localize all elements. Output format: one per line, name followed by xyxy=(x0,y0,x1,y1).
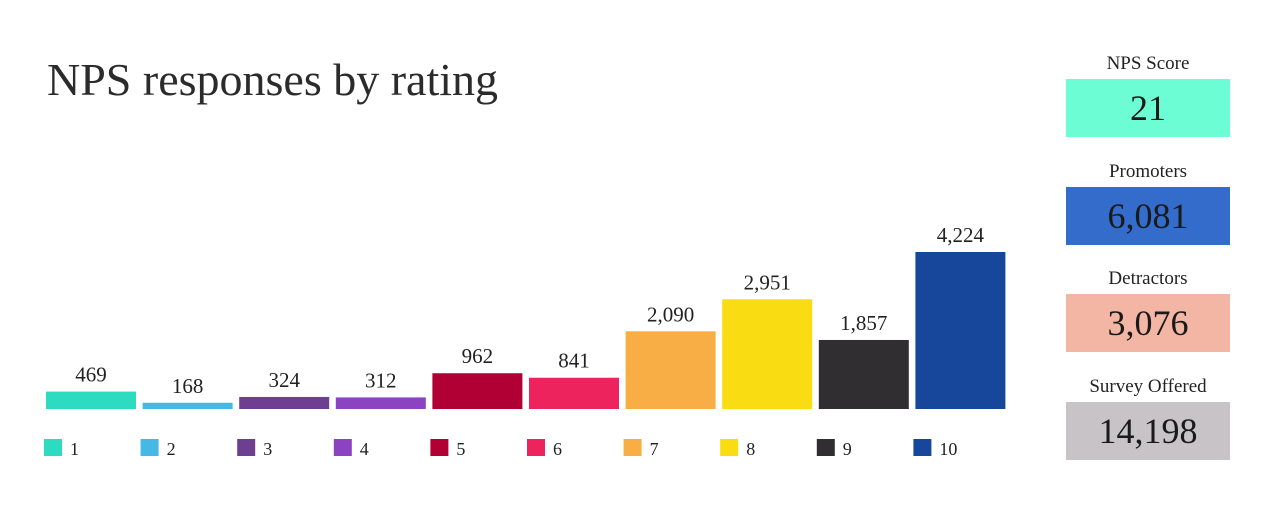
bar-value-label: 2,090 xyxy=(647,302,694,326)
kpi-value-box: 6,081 xyxy=(1066,187,1230,245)
kpi-value-box: 14,198 xyxy=(1066,402,1230,460)
bar-value-label: 312 xyxy=(365,368,397,392)
legend-label: 5 xyxy=(456,439,465,459)
bar-7 xyxy=(625,331,716,409)
kpi-label: NPS Score xyxy=(1106,53,1190,74)
bar-9 xyxy=(818,339,909,409)
legend-swatch xyxy=(527,439,545,456)
legend-swatch xyxy=(44,439,62,456)
chart-title: NPS responses by rating xyxy=(47,54,499,105)
legend-swatch xyxy=(913,439,932,456)
kpi-survey-offered: Survey Offered 14,198 xyxy=(1066,375,1230,460)
kpi-value: 6,081 xyxy=(1107,196,1189,236)
legend-label: 3 xyxy=(263,439,272,459)
kpi-value-box: 21 xyxy=(1066,79,1230,137)
kpi-value: 14,198 xyxy=(1098,411,1198,451)
legend-label: 1 xyxy=(70,439,79,459)
legend-label: 9 xyxy=(843,439,852,459)
bar-6 xyxy=(529,377,619,409)
legend-label: 10 xyxy=(939,439,957,459)
legend-swatch xyxy=(333,439,352,456)
bar-value-label: 4,224 xyxy=(937,223,985,247)
legend-label: 8 xyxy=(746,439,755,459)
kpi-label: Survey Offered xyxy=(1089,376,1207,397)
bar-2 xyxy=(142,402,233,409)
bar-1 xyxy=(46,391,136,409)
bar-value-label: 2,951 xyxy=(744,270,791,294)
legend-label: 7 xyxy=(650,439,659,459)
bar-value-label: 324 xyxy=(268,368,300,392)
kpi-promoters: Promoters 6,081 xyxy=(1066,160,1230,245)
bar-value-label: 962 xyxy=(462,344,494,368)
legend-swatch xyxy=(816,439,835,456)
bar-5 xyxy=(432,373,523,409)
legend-swatch xyxy=(623,439,642,456)
bar-value-label: 168 xyxy=(172,374,204,398)
legend-swatch xyxy=(430,439,449,456)
legend-label: 4 xyxy=(360,439,369,459)
kpi-nps-score: NPS Score 21 xyxy=(1066,52,1230,137)
legend-label: 2 xyxy=(167,439,176,459)
bar-value-label: 469 xyxy=(75,363,107,387)
bar-3 xyxy=(239,396,330,409)
kpi-value-box: 3,076 xyxy=(1066,294,1230,352)
legend-swatch xyxy=(720,439,739,456)
legend-label: 6 xyxy=(553,439,562,459)
kpi-value: 21 xyxy=(1130,88,1166,128)
kpi-value: 3,076 xyxy=(1107,303,1189,343)
kpi-label: Promoters xyxy=(1108,161,1188,182)
bar-value-label: 841 xyxy=(558,349,590,373)
kpi-label: Detractors xyxy=(1108,268,1188,289)
legend-swatch xyxy=(140,439,159,456)
bar-10 xyxy=(915,252,1006,409)
bar-chart: 469 1 168 2 324 3 312 4 962 5 841 6 2,090 7 2,951 8 1,85… xyxy=(44,223,1006,459)
bar-4 xyxy=(335,397,426,409)
kpi-detractors: Detractors 3,076 xyxy=(1066,267,1230,352)
bar-8 xyxy=(722,299,813,409)
bar-value-label: 1,857 xyxy=(840,311,887,335)
legend-swatch xyxy=(237,439,256,456)
